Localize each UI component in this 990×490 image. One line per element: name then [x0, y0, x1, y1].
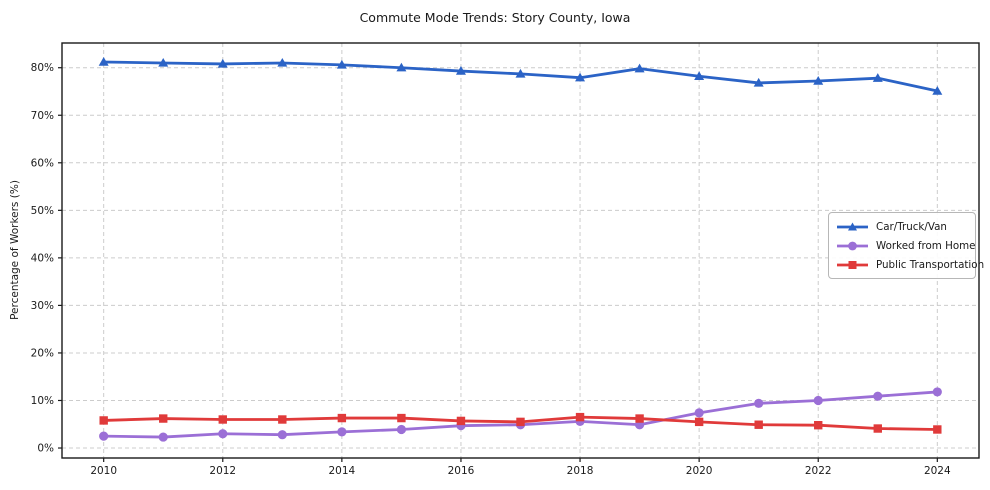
x-tick-label: 2010 [90, 465, 117, 477]
data-point-square [516, 417, 525, 427]
legend-sample-marker [848, 260, 857, 269]
data-point-square [397, 413, 406, 423]
data-point-triangle [455, 66, 466, 75]
y-tick-label: 40% [31, 252, 54, 264]
data-point-circle [873, 391, 883, 401]
data-point-circle [754, 398, 764, 408]
data-point-triangle [694, 71, 705, 80]
data-point-triangle [98, 57, 109, 66]
plot-frame [61, 42, 980, 459]
data-point-square [337, 413, 347, 423]
y-tick-label: 20% [31, 347, 54, 359]
data-point-circle [694, 408, 704, 418]
data-point-square [456, 416, 466, 426]
legend-label: Worked from Home [876, 239, 976, 252]
y-tick-label: 60% [31, 157, 54, 169]
y-tick-label: 0% [37, 443, 54, 455]
legend-label: Public Transportation [876, 258, 985, 271]
y-tick-label: 30% [31, 300, 54, 312]
data-point-square [575, 412, 585, 422]
y-tick-label: 10% [31, 395, 54, 407]
data-point-square [694, 417, 704, 427]
square-marker-icon [837, 260, 868, 269]
x-tick-label: 2022 [805, 465, 832, 477]
data-point-circle [218, 429, 228, 439]
legend-label: Car/Truck/Van [876, 220, 947, 233]
data-point-square [873, 424, 882, 433]
data-point-triangle [336, 59, 347, 69]
data-point-circle [99, 431, 109, 441]
data-point-square [754, 420, 763, 429]
data-point-circle [396, 424, 407, 435]
data-point-triangle [634, 63, 645, 73]
data-point-square [814, 420, 823, 430]
data-point-square [99, 416, 108, 425]
data-point-triangle [515, 68, 526, 78]
legend-item-public-transportation: Public Transportation [836, 257, 984, 272]
legend-sample-marker [848, 222, 857, 230]
data-point-square [218, 415, 227, 424]
data-point-triangle [932, 86, 943, 95]
x-tick-label: 2014 [328, 465, 355, 477]
x-tick-label: 2018 [567, 465, 594, 477]
data-point-circle [813, 395, 823, 406]
y-tick-label: 50% [31, 205, 54, 217]
data-point-triangle [575, 72, 586, 82]
x-tick-label: 2012 [209, 465, 236, 477]
data-point-triangle [217, 58, 228, 68]
triangle-marker-icon [837, 222, 868, 230]
y-tick-label: 70% [31, 110, 54, 122]
data-point-triangle [872, 73, 883, 82]
data-point-square [933, 425, 942, 434]
data-point-circle [277, 430, 287, 440]
chart-title: Commute Mode Trends: Story County, Iowa [359, 10, 631, 25]
legend: Car/Truck/Van Worked from Home Public Tr… [828, 212, 984, 279]
data-point-circle [158, 432, 168, 442]
data-point-square [159, 414, 168, 423]
y-tick-label: 80% [31, 62, 54, 74]
data-point-square [635, 414, 644, 423]
data-point-triangle [158, 57, 169, 67]
x-tick-label: 2024 [924, 465, 951, 477]
legend-item-car-truck-van: Car/Truck/Van [836, 219, 967, 234]
data-point-circle [337, 427, 347, 437]
series-line-circle [102, 390, 939, 439]
x-tick-label: 2020 [686, 465, 713, 477]
data-point-triangle [813, 76, 824, 85]
circle-marker-icon [837, 241, 868, 250]
data-point-triangle [396, 62, 407, 72]
legend-sample-marker [848, 241, 857, 250]
legend-item-worked-from-home: Worked from Home [836, 238, 976, 253]
data-point-triangle [277, 57, 288, 67]
x-tick-label: 2016 [448, 465, 475, 477]
data-point-triangle [753, 77, 764, 87]
data-point-circle [932, 387, 942, 397]
data-point-square [278, 415, 287, 424]
